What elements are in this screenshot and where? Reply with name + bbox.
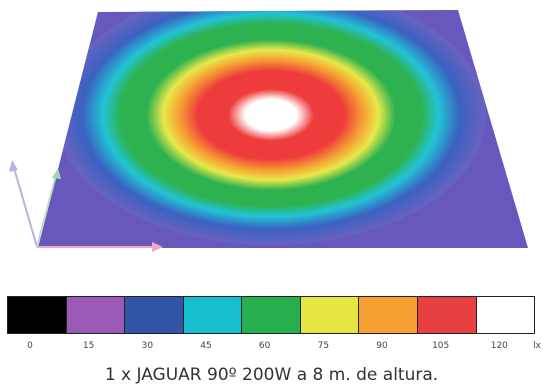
illuminance-contours [56, 10, 486, 245]
caption: 1 x JAGUAR 90º 200W a 8 m. de altura. [104, 365, 439, 385]
scale-swatch [300, 297, 360, 333]
illuminance-plot [9, 10, 528, 252]
scale-swatch [476, 297, 535, 333]
scale-swatch [359, 297, 418, 333]
scale-tick-label: 30 [141, 341, 154, 351]
unit-label: lx [533, 341, 541, 351]
scale-swatch [417, 297, 477, 333]
scale-swatch [66, 297, 126, 333]
scale-tick-label: 0 [27, 341, 33, 351]
scale-swatch [183, 297, 243, 333]
color-scale-bar [7, 296, 535, 334]
y-axis [36, 174, 57, 248]
scale-tick-label: 15 [82, 341, 95, 351]
scale-swatch [125, 297, 184, 333]
scale-tick-label: 105 [432, 341, 450, 351]
y-axis-arrow [52, 168, 61, 179]
scale-tick-label: 75 [317, 341, 330, 351]
scale-tick-label: 90 [376, 341, 388, 351]
scale-tick-label: 45 [200, 341, 212, 351]
z-axis [13, 167, 38, 248]
scale-swatch [8, 297, 67, 333]
x-axis-arrow [152, 242, 163, 252]
scale-swatch [242, 297, 301, 333]
scale-tick-label: 60 [258, 341, 271, 351]
scale-tick-label: 120 [490, 341, 508, 351]
z-axis-arrow [9, 160, 18, 172]
